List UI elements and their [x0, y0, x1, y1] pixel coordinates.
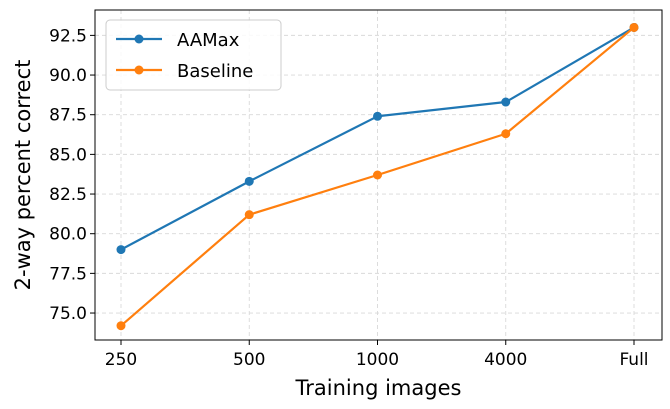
- legend-item-baseline: Baseline: [116, 61, 253, 82]
- data-point: [116, 321, 126, 331]
- x-tick-label: 250: [105, 350, 137, 370]
- legend-box: [105, 19, 282, 91]
- y-tick-label: 80.0: [49, 225, 87, 245]
- data-point: [116, 245, 126, 255]
- data-point: [244, 176, 254, 186]
- data-point: [373, 111, 382, 121]
- y-axis-label: 2-way percent correct: [11, 60, 35, 291]
- axes: [94, 9, 663, 341]
- data-point: [501, 129, 511, 139]
- x-axis-label: Training images: [295, 376, 462, 400]
- y-tick-label: 82.5: [49, 185, 87, 205]
- plot-frame: [94, 9, 663, 341]
- y-tick-label: 87.5: [49, 106, 87, 126]
- legend-label: Baseline: [177, 61, 253, 82]
- x-ticks: 250 500 1000 4000 Full: [105, 340, 649, 370]
- y-ticks: 75.0 77.5 80.0 82.5 85.0 87.5 90.0 92.5: [49, 26, 95, 324]
- legend-item-aamax: AAMax: [116, 30, 240, 51]
- x-tick-label: Full: [619, 350, 648, 370]
- x-tick-label: 4000: [484, 350, 527, 370]
- data-point: [373, 170, 382, 180]
- y-tick-label: 90.0: [49, 66, 87, 86]
- legend-swatch-marker: [134, 34, 144, 44]
- y-tick-label: 85.0: [49, 145, 87, 165]
- y-tick-label: 92.5: [49, 26, 87, 46]
- x-tick-label: 1000: [356, 350, 399, 370]
- series: [116, 22, 639, 331]
- legend-label: AAMax: [177, 30, 240, 51]
- data-point: [501, 97, 511, 107]
- series-baseline: [116, 22, 639, 331]
- data-point: [244, 210, 254, 220]
- data-point: [629, 22, 639, 32]
- legend: AAMax Baseline: [105, 19, 282, 91]
- y-tick-label: 75.0: [49, 304, 87, 324]
- x-tick-label: 500: [233, 350, 265, 370]
- y-tick-label: 77.5: [49, 264, 87, 284]
- legend-swatch-marker: [134, 65, 144, 75]
